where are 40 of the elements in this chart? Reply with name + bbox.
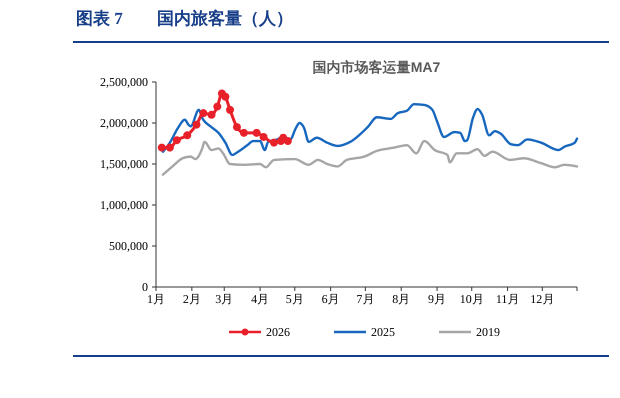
x-tick-label: 2月 [182, 292, 201, 306]
y-tick-label: 2,000,000 [100, 116, 148, 130]
line-series [162, 140, 578, 176]
x-tick-label: 12月 [530, 292, 554, 306]
point [199, 109, 208, 118]
point [284, 137, 292, 146]
x-tick-label: 1月 [147, 292, 165, 306]
y-tick-label: 1,000,000 [100, 198, 148, 212]
point [240, 128, 248, 137]
point [270, 138, 278, 147]
x-tick-label: 8月 [392, 292, 410, 306]
point [213, 102, 222, 111]
point [252, 128, 261, 137]
point [232, 123, 241, 132]
y-tick-label: 2,500,000 [100, 75, 148, 90]
point [260, 132, 268, 141]
point [192, 120, 200, 129]
x-tick-label: 7月 [356, 292, 374, 306]
point [172, 136, 181, 144]
point [158, 144, 166, 152]
x-tick-label: 11月 [496, 292, 520, 306]
legend-label: 2026 [266, 325, 290, 340]
legend-label: 2025 [371, 325, 395, 340]
point [183, 131, 192, 140]
y-tick-label: 0 [142, 280, 148, 294]
x-tick-label: 5月 [286, 292, 304, 306]
chart-title: 图表 7 国内旅客量（人） [76, 9, 293, 28]
x-tick-label: 10月 [460, 292, 484, 306]
legend-label: 2019 [476, 325, 500, 340]
y-tick-label: 500,000 [109, 239, 148, 254]
point [208, 110, 216, 119]
x-tick-label: 4月 [251, 292, 270, 306]
point [221, 92, 230, 101]
x-tick-label: 3月 [215, 292, 234, 306]
x-tick-label: 6月 [322, 292, 340, 306]
x-tick-label: 9月 [428, 292, 446, 306]
chart-subtitle: 国内市场客运量MA7 [312, 59, 440, 75]
y-tick-label: 1,500,000 [100, 157, 148, 172]
point [226, 106, 234, 114]
point [166, 144, 174, 152]
